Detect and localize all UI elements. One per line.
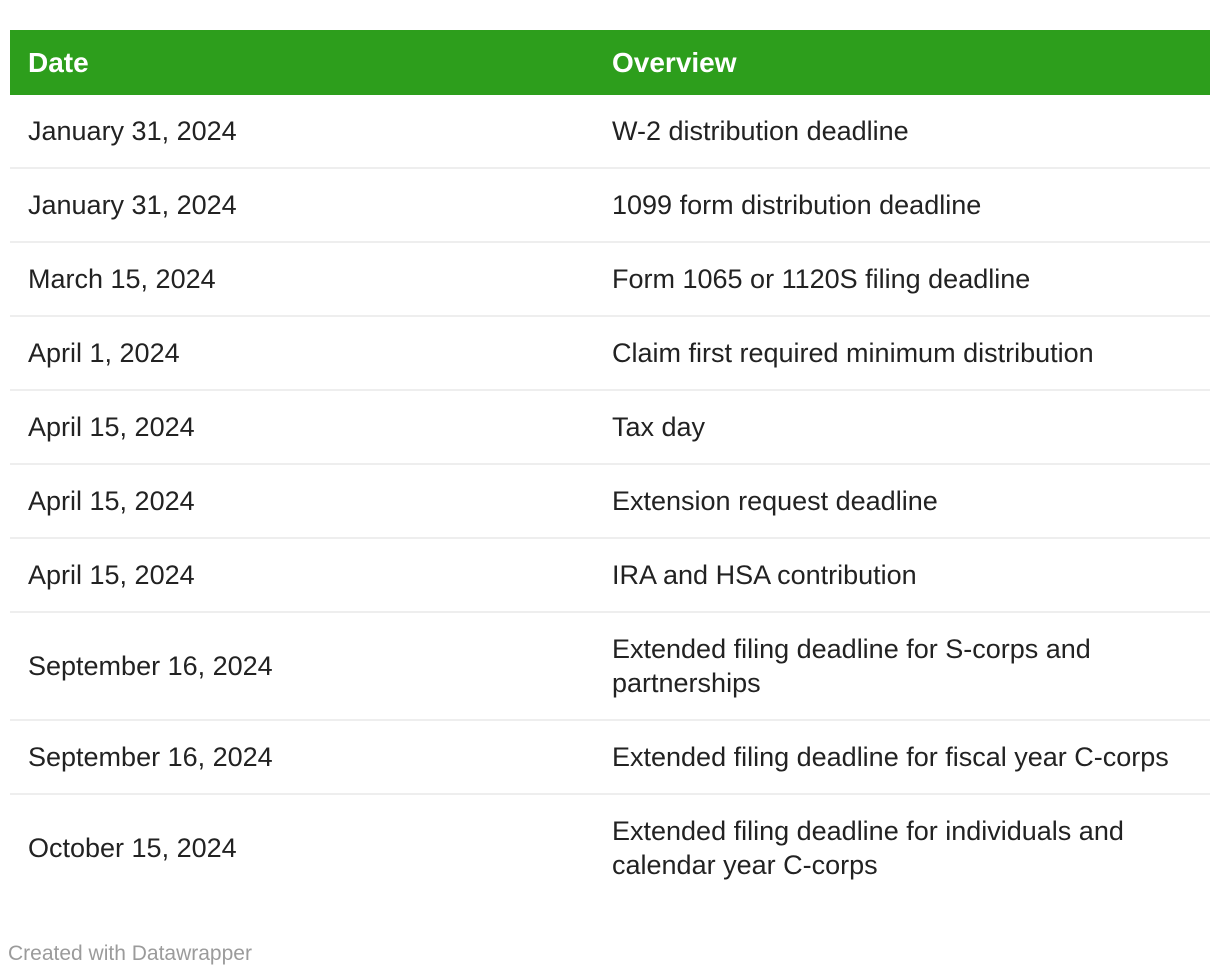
date-cell: January 31, 2024 xyxy=(28,190,237,220)
date-cell: April 15, 2024 xyxy=(28,486,195,516)
date-cell: January 31, 2024 xyxy=(28,116,237,146)
table-body: January 31, 2024 W-2 distribution deadlin… xyxy=(10,95,1210,901)
table-row: April 15, 2024 IRA and HSA contribution xyxy=(10,537,1210,611)
table-row: April 15, 2024 Tax day xyxy=(10,389,1210,463)
table-row: October 15, 2024 Extended filing deadline… xyxy=(10,793,1210,901)
column-header-date: Date xyxy=(28,46,89,78)
overview-cell: Tax day xyxy=(612,412,706,442)
overview-cell: Form 1065 or 1120S filing deadline xyxy=(612,264,1031,294)
date-cell: April 15, 2024 xyxy=(28,412,195,442)
date-cell: October 15, 2024 xyxy=(28,833,237,863)
table-header-row: Date Overview xyxy=(10,30,1210,95)
date-cell: September 16, 2024 xyxy=(28,651,273,681)
date-cell: September 16, 2024 xyxy=(28,742,273,772)
overview-cell: IRA and HSA contribution xyxy=(612,560,917,590)
date-cell: April 15, 2024 xyxy=(28,560,195,590)
date-cell: March 15, 2024 xyxy=(28,264,216,294)
datawrapper-credit-link[interactable]: Created with Datawrapper xyxy=(8,942,252,965)
overview-cell: W-2 distribution deadline xyxy=(612,116,909,146)
date-cell: April 1, 2024 xyxy=(28,338,180,368)
table-row: March 15, 2024 Form 1065 or 1120S filing … xyxy=(10,241,1210,315)
table-row: September 16, 2024 Extended filing deadli… xyxy=(10,611,1210,719)
overview-cell: Extended filing deadline for S-corps and… xyxy=(612,634,1091,698)
table-row: September 16, 2024 Extended filing deadli… xyxy=(10,719,1210,793)
overview-cell: Extended filing deadline for individuals… xyxy=(612,816,1124,880)
table-row: April 15, 2024 Extension request deadline xyxy=(10,463,1210,537)
overview-cell: Extension request deadline xyxy=(612,486,938,516)
tax-deadlines-table: Date Overview January 31, 2024 W-2 distri… xyxy=(10,30,1210,901)
table-row: April 1, 2024 Claim first required minimu… xyxy=(10,315,1210,389)
column-header-overview: Overview xyxy=(612,46,737,78)
table-row: January 31, 2024 W-2 distribution deadlin… xyxy=(10,95,1210,167)
overview-cell: 1099 form distribution deadline xyxy=(612,190,982,220)
table-row: January 31, 2024 1099 form distribution d… xyxy=(10,167,1210,241)
overview-cell: Extended filing deadline for fiscal year… xyxy=(612,742,1169,772)
overview-cell: Claim first required minimum distributio… xyxy=(612,338,1094,368)
